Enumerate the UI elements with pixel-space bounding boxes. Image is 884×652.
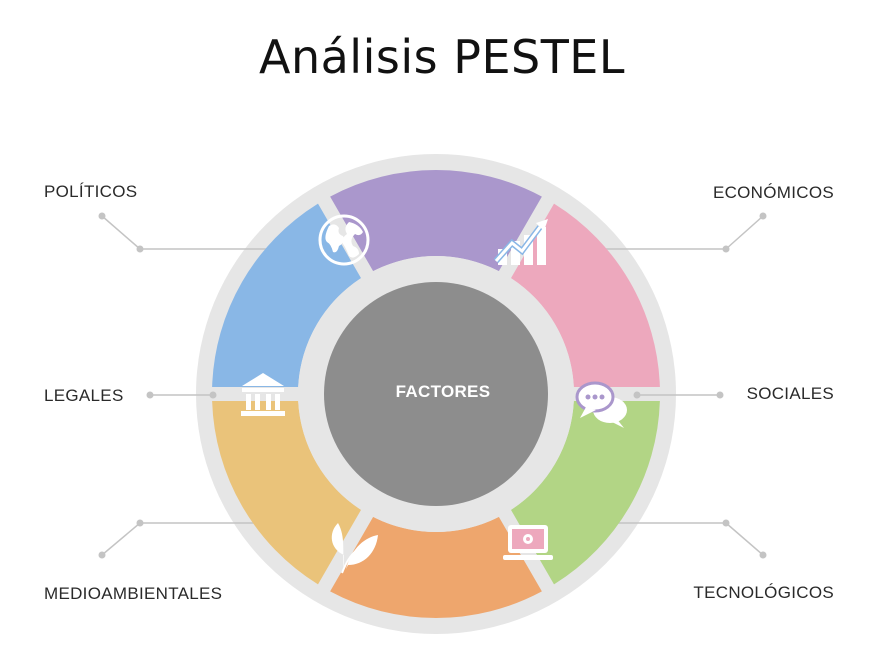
connector-sociales bbox=[633, 391, 724, 399]
connectors bbox=[98, 212, 767, 559]
connector-economicos bbox=[588, 212, 767, 253]
center-circle bbox=[324, 282, 548, 506]
connector-legales bbox=[146, 391, 217, 399]
segment-politicos bbox=[212, 400, 362, 585]
segment-legales bbox=[330, 516, 542, 618]
segment-sociales bbox=[330, 169, 542, 272]
leaves-icon bbox=[331, 523, 378, 574]
chat-bubbles-icon bbox=[575, 381, 627, 428]
laptop-gear-icon bbox=[503, 525, 553, 560]
label-legales: LEGALES bbox=[44, 386, 124, 405]
segment-tecnologicos bbox=[510, 203, 660, 388]
page-title: Análisis PESTEL bbox=[259, 30, 625, 84]
segment-medioambientales bbox=[510, 400, 660, 585]
label-medioambientales: MEDIOAMBIENTALES bbox=[44, 584, 223, 603]
label-economicos: ECONÓMICOS bbox=[712, 183, 834, 202]
globe-icon bbox=[318, 214, 370, 266]
center-label: FACTORES bbox=[395, 382, 491, 401]
bar-chart-icon bbox=[493, 219, 548, 265]
label-tecnologicos: TECNOLÓGICOS bbox=[693, 583, 834, 602]
label-sociales: SOCIALES bbox=[746, 384, 834, 403]
segment-economicos bbox=[212, 203, 362, 388]
label-politicos: POLÍTICOS bbox=[44, 182, 138, 201]
courthouse-icon bbox=[241, 373, 285, 416]
segments bbox=[212, 169, 660, 618]
